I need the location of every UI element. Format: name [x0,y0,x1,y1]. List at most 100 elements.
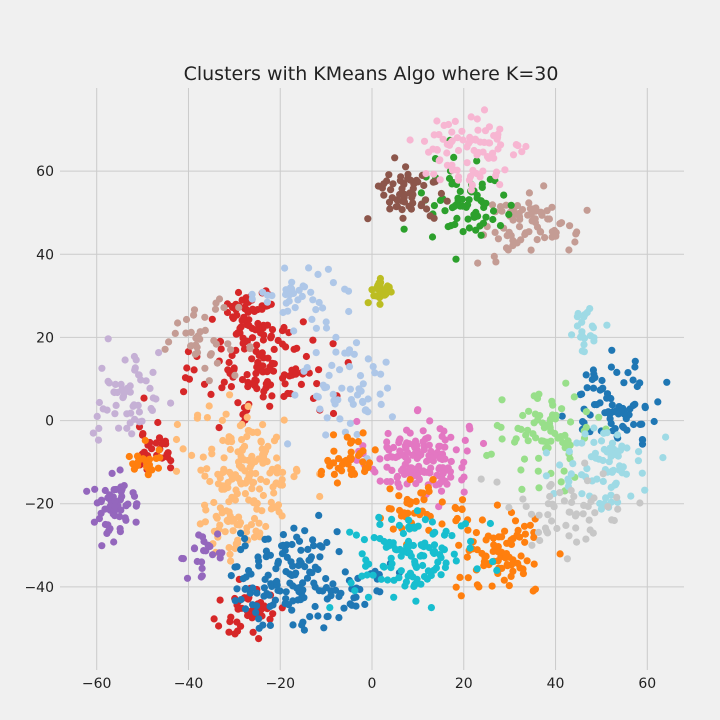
cluster-0-point [441,436,449,444]
cluster-12-point [105,379,113,387]
cluster-2-point [290,345,298,353]
cluster-2-point [230,364,238,372]
cluster-13-point [193,343,201,351]
cluster-0-point [436,442,444,450]
cluster-0-point [436,454,444,462]
cluster-5-point [238,436,246,444]
cluster-26-point [476,222,484,230]
cluster-24-point [586,332,595,340]
cluster-9-point [579,418,587,426]
cluster-17-point [347,448,355,456]
cluster-19-point [488,582,496,590]
cluster-15-point [268,292,276,300]
cluster-16-point [359,398,367,407]
cluster-5-point [243,433,251,441]
cluster-10-point [132,518,140,526]
cluster-16-point [336,415,344,423]
cluster-7-point [288,606,296,614]
cluster-12-point [155,349,163,357]
cluster-28-point [443,149,451,157]
cluster-16-point [364,395,372,403]
cluster-13-point [227,346,235,354]
cluster-18-point [148,466,156,474]
cluster-14-point [491,228,499,236]
cluster-28-point [443,140,451,148]
cluster-28-point [497,141,505,149]
cluster-18-point [129,460,137,468]
cluster-24-point [568,331,576,339]
cluster-7-point [282,568,290,576]
cluster-13-point [190,311,198,319]
cluster-6-point [223,516,231,525]
cluster-17-point [347,470,356,479]
cluster-22-point [549,401,557,409]
cluster-23-point [578,439,586,447]
cluster-5-point [179,445,187,453]
cluster-0-point [383,478,391,486]
cluster-7-point [287,558,295,566]
cluster-23-point [569,460,577,468]
cluster-5-point [244,402,252,410]
cluster-28-point [436,176,444,184]
cluster-23-point [573,439,581,447]
cluster-10-point [111,502,119,510]
cluster-20-point [400,509,408,517]
cluster-21-point [423,575,431,583]
cluster-25-point [477,475,485,483]
cluster-23-point [583,465,591,473]
cluster-27-point [443,197,451,205]
cluster-19-point [509,567,517,575]
cluster-17-point [334,464,342,472]
cluster-16-point [332,348,340,356]
cluster-9-point [631,357,639,365]
cluster-7-point [249,584,257,592]
cluster-27-point [429,178,437,186]
cluster-10-point [133,500,141,508]
cluster-15-point [284,307,292,315]
cluster-26-point [477,231,485,239]
cluster-12-point [93,412,101,420]
cluster-28-point [480,106,489,114]
cluster-22-point [517,466,525,474]
cluster-28-point [436,156,444,164]
cluster-27-point [418,200,426,208]
cluster-2-point [262,380,270,388]
cluster-2-point [180,388,188,396]
cluster-22-point [557,433,565,441]
cluster-5-point [270,489,278,497]
cluster-27-point [409,185,417,193]
cluster-9-point [631,400,639,408]
cluster-26-point [456,187,464,195]
cluster-2-point [309,336,317,344]
cluster-7-point [278,542,286,550]
cluster-14-point [492,258,500,266]
cluster-8-point [294,561,303,570]
cluster-8-point [341,568,349,576]
cluster-0-point [426,417,434,425]
cluster-17-point [343,433,351,441]
cluster-12-point [123,410,131,418]
cluster-21-point [362,562,370,570]
cluster-22-point [558,405,566,413]
cluster-5-point [273,469,281,477]
cluster-17-point [324,457,332,466]
cluster-10-point [97,509,105,517]
cluster-21-point [362,556,370,564]
cluster-9-point [638,436,647,444]
cluster-16-point [352,339,361,347]
cluster-0-point [460,488,468,496]
cluster-25-point [536,536,544,545]
cluster-9-point [608,346,616,354]
cluster-14-point [565,246,573,254]
cluster-16-point [356,372,365,380]
cluster-15-point [344,287,353,295]
cluster-6-point [196,520,204,528]
cluster-0-point [415,476,423,484]
cluster-12-point [94,436,103,444]
cluster-21-point [395,574,403,582]
cluster-5-point [235,458,243,466]
cluster-7-point [282,588,290,596]
cluster-15-point [287,285,296,294]
cluster-24-point [580,341,588,349]
cluster-28-point [430,170,438,178]
